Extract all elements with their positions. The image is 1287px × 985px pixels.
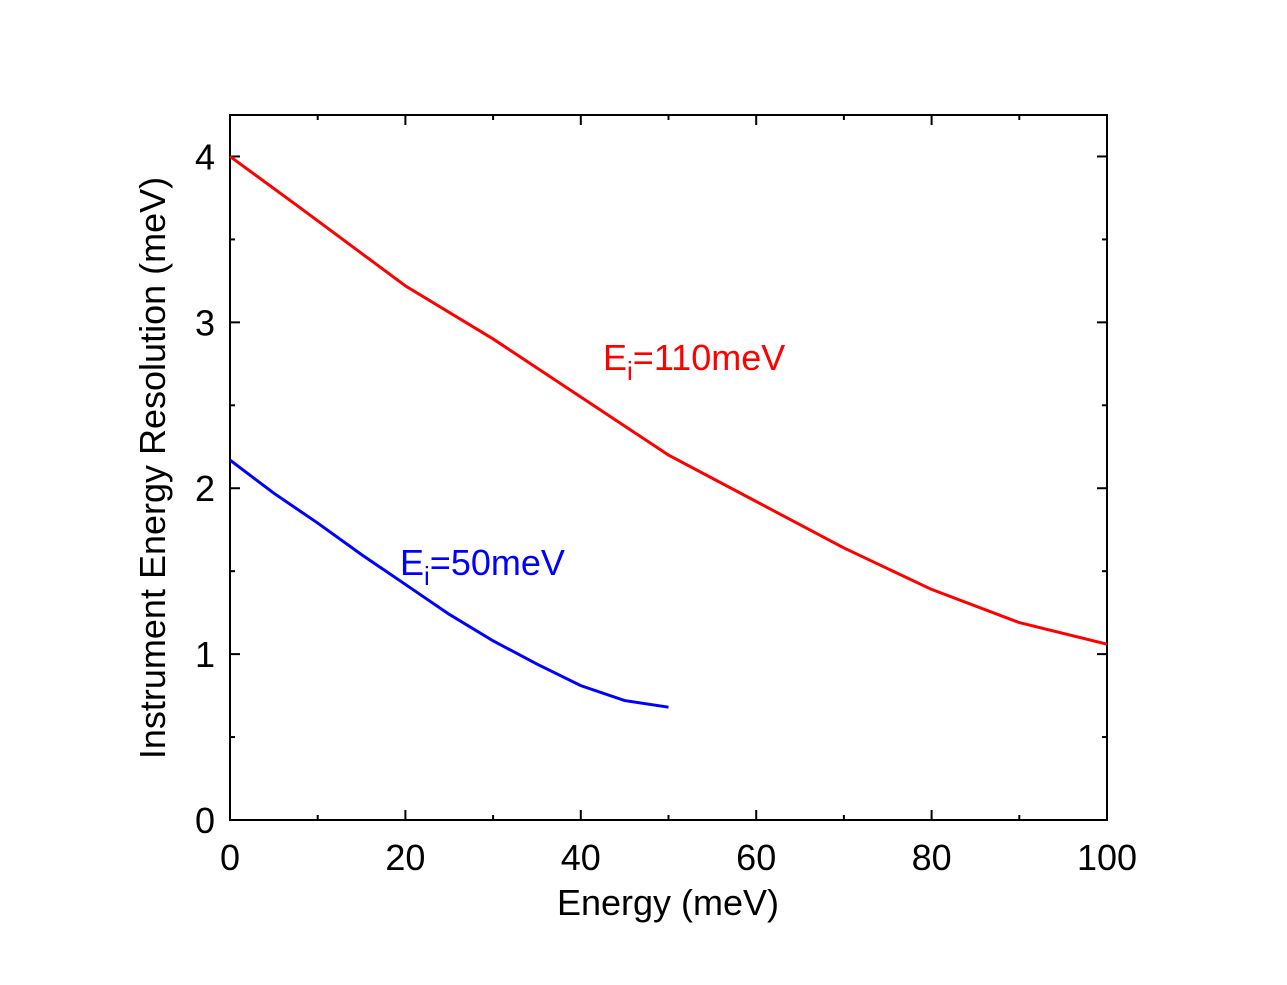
- x-tick-label: 40: [561, 837, 601, 878]
- series-line: [229, 155, 1108, 646]
- label-main: E: [400, 542, 424, 583]
- y-tick-label: 3: [195, 302, 215, 343]
- series-label: Ei=50meV: [400, 542, 565, 591]
- x-tick-label: 100: [1077, 837, 1137, 878]
- x-tick-label: 0: [220, 837, 240, 878]
- x-tick-label: 60: [736, 837, 776, 878]
- x-tick-label: 20: [385, 837, 425, 878]
- label-subscript: i: [424, 561, 430, 591]
- y-axis-title: Instrument Energy Resolution (meV): [132, 177, 173, 759]
- label-rest: =110meV: [633, 337, 785, 378]
- y-tick-label: 1: [195, 634, 215, 675]
- series-line: [229, 458, 669, 709]
- label-subscript: i: [627, 356, 633, 386]
- y-tick-label: 2: [195, 468, 215, 509]
- x-axis-title: Energy (meV): [557, 882, 779, 923]
- y-tick-label: 0: [195, 800, 215, 841]
- series-label: Ei=110meV: [603, 337, 785, 386]
- x-tick-label: 80: [912, 837, 952, 878]
- label-main: E: [603, 337, 627, 378]
- label-rest: =50meV: [430, 542, 565, 583]
- plot-frame: [229, 114, 1108, 821]
- y-tick-label: 4: [195, 136, 215, 177]
